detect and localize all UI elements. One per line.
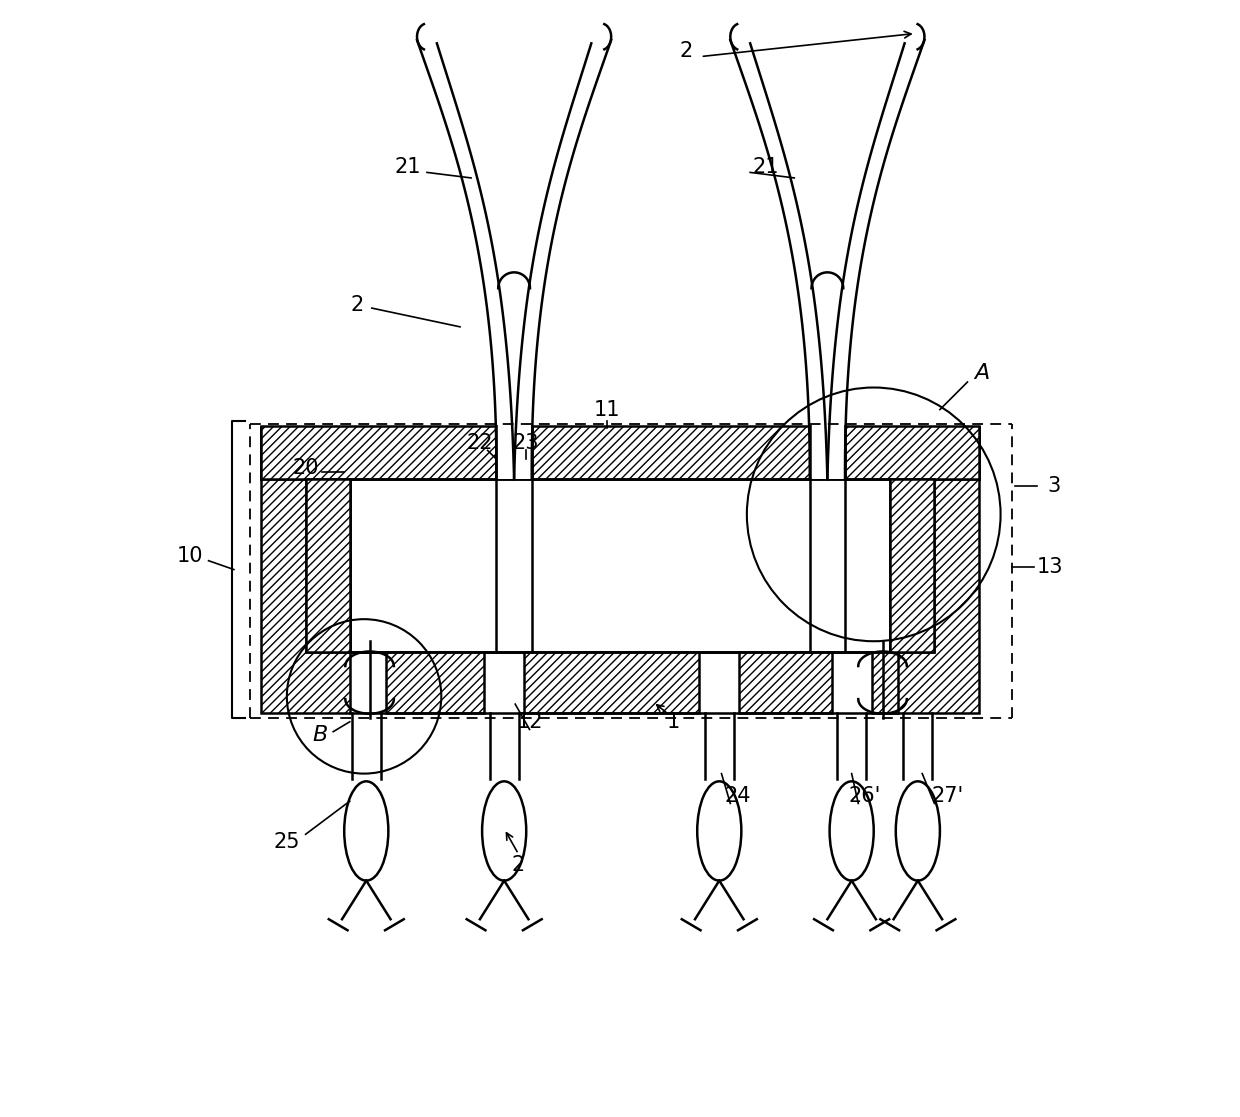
Text: 25: 25 bbox=[274, 832, 300, 852]
Text: 2: 2 bbox=[512, 856, 525, 875]
Polygon shape bbox=[262, 426, 350, 713]
Text: 13: 13 bbox=[1037, 557, 1064, 577]
Polygon shape bbox=[305, 479, 350, 652]
Polygon shape bbox=[262, 426, 496, 479]
Text: 20: 20 bbox=[293, 458, 319, 478]
Polygon shape bbox=[890, 426, 978, 713]
Text: 2: 2 bbox=[351, 295, 365, 315]
Text: 26': 26' bbox=[848, 785, 882, 805]
Bar bbox=[350, 479, 890, 652]
Polygon shape bbox=[890, 479, 935, 652]
Text: 24: 24 bbox=[725, 785, 751, 805]
Text: 10: 10 bbox=[176, 546, 203, 566]
Polygon shape bbox=[525, 652, 699, 713]
Text: 2: 2 bbox=[680, 41, 693, 61]
Ellipse shape bbox=[482, 781, 526, 880]
Text: 21: 21 bbox=[396, 156, 422, 176]
Text: 23: 23 bbox=[513, 432, 539, 452]
Bar bbox=[496, 426, 532, 479]
Polygon shape bbox=[739, 652, 832, 713]
Text: 11: 11 bbox=[594, 400, 620, 420]
Ellipse shape bbox=[697, 781, 742, 880]
Bar bbox=[810, 426, 844, 479]
Text: 3: 3 bbox=[1047, 476, 1060, 496]
Polygon shape bbox=[532, 426, 810, 479]
Text: 1: 1 bbox=[666, 712, 680, 732]
Text: 22: 22 bbox=[466, 432, 494, 452]
Text: 12: 12 bbox=[516, 712, 543, 732]
Ellipse shape bbox=[895, 781, 940, 880]
Polygon shape bbox=[844, 426, 978, 479]
Text: A: A bbox=[975, 363, 990, 383]
Polygon shape bbox=[872, 652, 898, 713]
Text: 27': 27' bbox=[931, 785, 963, 805]
Ellipse shape bbox=[345, 781, 388, 880]
Ellipse shape bbox=[830, 781, 874, 880]
Text: B: B bbox=[312, 725, 327, 745]
Polygon shape bbox=[386, 652, 485, 713]
Text: 21: 21 bbox=[753, 156, 779, 176]
